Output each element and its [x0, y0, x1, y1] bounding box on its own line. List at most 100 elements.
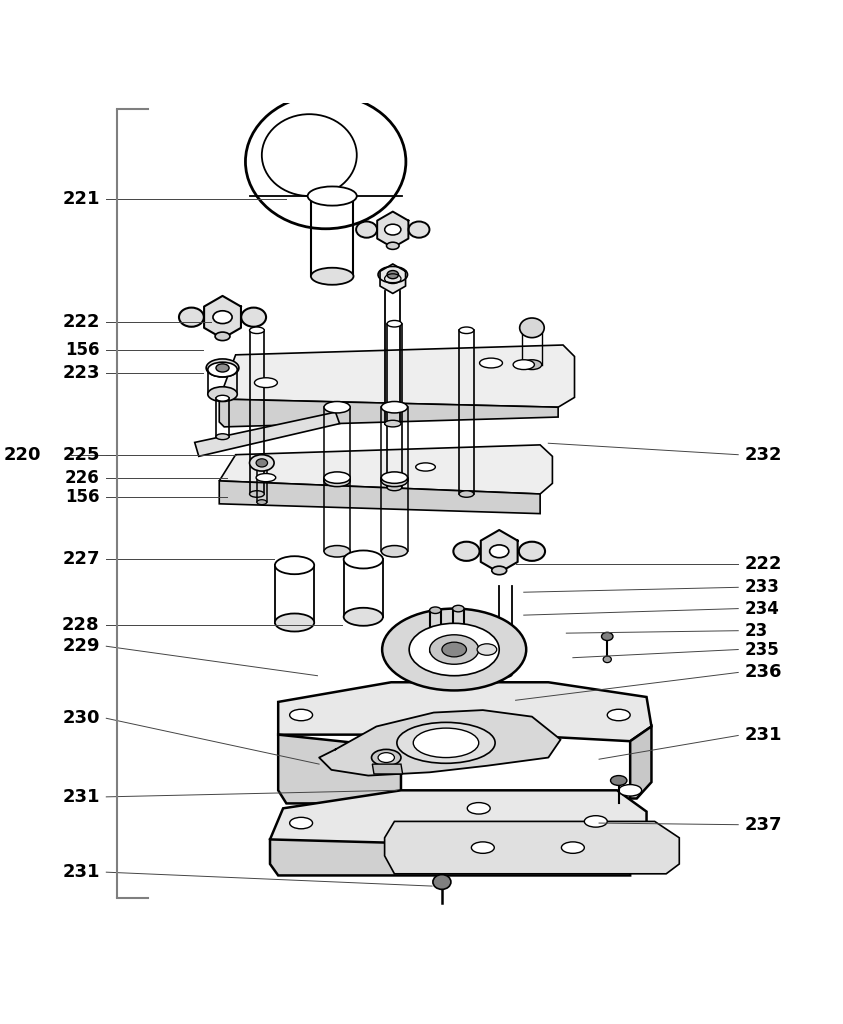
Ellipse shape [382, 608, 526, 690]
Ellipse shape [381, 546, 407, 557]
Ellipse shape [387, 321, 402, 327]
Text: 221: 221 [62, 190, 99, 208]
Polygon shape [631, 726, 652, 799]
Ellipse shape [381, 472, 407, 483]
Ellipse shape [256, 473, 276, 481]
Polygon shape [270, 791, 647, 849]
Ellipse shape [453, 605, 464, 612]
Ellipse shape [290, 817, 313, 828]
Text: 236: 236 [744, 664, 782, 681]
Text: 230: 230 [62, 710, 99, 727]
Ellipse shape [409, 624, 499, 676]
Ellipse shape [430, 607, 441, 613]
Text: 234: 234 [744, 600, 780, 617]
Ellipse shape [250, 455, 274, 471]
Ellipse shape [381, 401, 407, 413]
Ellipse shape [344, 608, 383, 626]
Ellipse shape [430, 635, 479, 665]
Ellipse shape [459, 490, 474, 498]
Text: 233: 233 [744, 579, 780, 596]
Ellipse shape [519, 318, 545, 338]
Ellipse shape [491, 566, 507, 574]
Ellipse shape [477, 644, 497, 655]
Polygon shape [380, 264, 405, 294]
Ellipse shape [522, 359, 542, 370]
Ellipse shape [257, 500, 266, 505]
Ellipse shape [241, 307, 266, 327]
Ellipse shape [513, 359, 534, 370]
Ellipse shape [518, 542, 545, 561]
Ellipse shape [416, 463, 435, 471]
Ellipse shape [372, 750, 401, 766]
Polygon shape [373, 764, 403, 774]
Ellipse shape [213, 311, 232, 324]
Ellipse shape [250, 327, 264, 334]
Polygon shape [384, 821, 679, 873]
Text: 222: 222 [62, 313, 99, 331]
Ellipse shape [480, 358, 502, 368]
Text: 229: 229 [62, 637, 99, 655]
Ellipse shape [610, 775, 627, 785]
Ellipse shape [409, 221, 429, 238]
Ellipse shape [490, 545, 509, 558]
Ellipse shape [207, 362, 237, 377]
Ellipse shape [207, 359, 239, 377]
Ellipse shape [216, 434, 229, 439]
Ellipse shape [433, 874, 451, 890]
Ellipse shape [308, 186, 357, 206]
Ellipse shape [384, 224, 401, 234]
Polygon shape [377, 212, 408, 248]
Ellipse shape [607, 710, 631, 721]
Ellipse shape [413, 728, 479, 758]
Ellipse shape [430, 648, 441, 654]
Ellipse shape [275, 613, 314, 632]
Polygon shape [278, 734, 401, 804]
Polygon shape [481, 530, 518, 572]
Text: 226: 226 [65, 469, 99, 486]
Text: 223: 223 [62, 364, 99, 382]
Text: 23: 23 [744, 622, 768, 640]
Ellipse shape [275, 556, 314, 574]
Text: 220: 220 [3, 445, 40, 464]
Ellipse shape [324, 472, 350, 483]
Ellipse shape [522, 327, 542, 337]
Ellipse shape [324, 401, 350, 413]
Polygon shape [219, 345, 575, 408]
Ellipse shape [454, 542, 480, 561]
Polygon shape [219, 481, 540, 514]
Ellipse shape [311, 267, 353, 285]
Text: 225: 225 [62, 445, 99, 464]
Text: 231: 231 [744, 726, 782, 744]
Ellipse shape [387, 484, 402, 490]
Ellipse shape [384, 420, 401, 427]
Text: 231: 231 [62, 863, 99, 882]
Text: 227: 227 [62, 551, 99, 568]
Ellipse shape [216, 364, 229, 372]
Ellipse shape [499, 671, 513, 677]
Ellipse shape [381, 475, 407, 486]
Ellipse shape [453, 646, 464, 652]
Ellipse shape [602, 633, 613, 641]
Ellipse shape [255, 378, 277, 387]
Polygon shape [219, 444, 552, 494]
Ellipse shape [344, 551, 383, 568]
Ellipse shape [387, 270, 399, 279]
Ellipse shape [378, 753, 395, 763]
Ellipse shape [561, 842, 584, 853]
Text: 235: 235 [744, 641, 780, 658]
Ellipse shape [378, 266, 407, 283]
Text: 237: 237 [744, 816, 782, 834]
Polygon shape [204, 296, 241, 339]
Ellipse shape [356, 221, 377, 238]
Ellipse shape [179, 307, 204, 327]
Ellipse shape [324, 475, 350, 486]
Ellipse shape [459, 327, 474, 334]
Ellipse shape [584, 816, 607, 827]
Polygon shape [278, 682, 652, 741]
Ellipse shape [619, 784, 642, 796]
Ellipse shape [324, 546, 350, 557]
Ellipse shape [215, 332, 230, 341]
Ellipse shape [442, 642, 466, 656]
Ellipse shape [397, 722, 495, 763]
Ellipse shape [467, 803, 490, 814]
